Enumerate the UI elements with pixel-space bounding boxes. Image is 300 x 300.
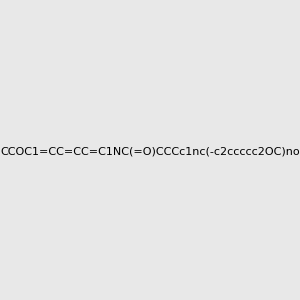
Text: CCOC1=CC=CC=C1NC(=O)CCCc1nc(-c2ccccc2OC)no1: CCOC1=CC=CC=C1NC(=O)CCCc1nc(-c2ccccc2OC)… xyxy=(0,146,300,157)
